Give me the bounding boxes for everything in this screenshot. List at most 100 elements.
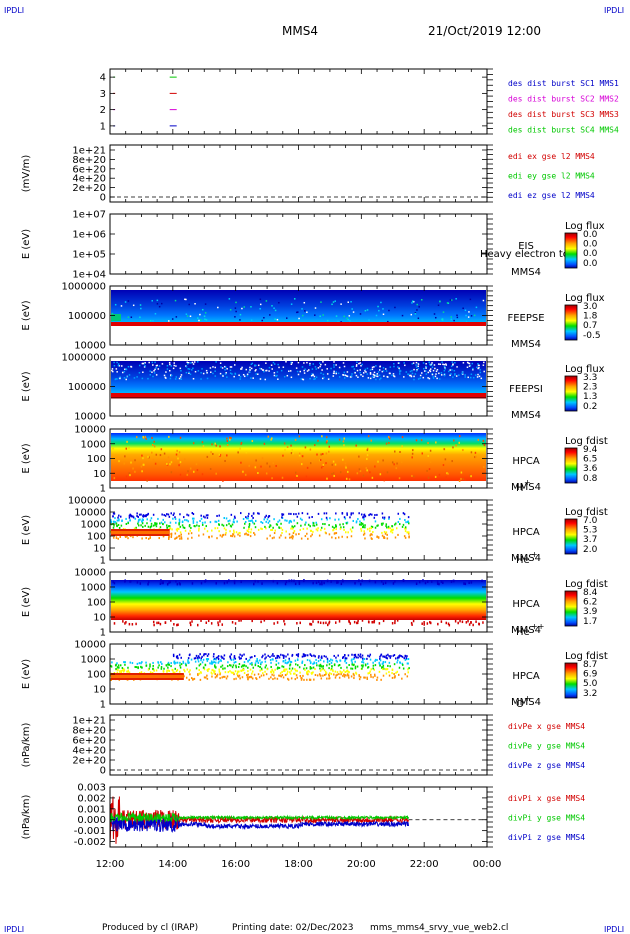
heatmap-speckle (248, 519, 250, 522)
heatmap-speckle (184, 458, 186, 461)
heatmap-speckle (178, 519, 181, 522)
heatmap-speckle (397, 533, 399, 536)
heatmap-speckle (402, 512, 405, 515)
heatmap-speckle (202, 515, 205, 518)
heatmap-speckle (417, 378, 420, 380)
heatmap-speckle (427, 377, 429, 379)
heatmap-speckle (226, 665, 229, 668)
heatmap-speckle (180, 537, 183, 540)
heatmap-speckle (130, 365, 132, 368)
heatmap-speckle (314, 377, 316, 380)
heatmap-speckle (288, 520, 291, 523)
heatmap-speckle (217, 306, 219, 309)
heatmap-speckle (381, 534, 384, 537)
colorbar-tick-label: 0.0 (583, 249, 598, 259)
colorbar-tick-label: 1.7 (583, 617, 597, 627)
heatmap-speckle (240, 669, 243, 672)
heatmap-speckle (222, 533, 225, 536)
heatmap-speckle (312, 662, 314, 665)
heatmap-speckle (351, 308, 353, 310)
heatmap-speckle (272, 653, 274, 656)
heatmap-speckle (206, 516, 209, 519)
heatmap-speckle (201, 441, 204, 444)
heatmap-speckle (142, 457, 144, 460)
heatmap-speckle (382, 313, 385, 316)
heatmap-speckle (378, 374, 381, 377)
heatmap-speckle (153, 623, 155, 627)
heatmap-speckle (295, 674, 298, 677)
heatmap-speckle (297, 311, 299, 313)
heatmap-speckle (385, 672, 388, 675)
heatmap-speckle (172, 653, 175, 656)
heatmap-speckle (328, 672, 331, 675)
heatmap-speckle (422, 362, 425, 364)
heatmap-speckle (295, 513, 297, 516)
heatmap-band (111, 433, 486, 481)
heatmap-speckle (362, 516, 364, 519)
heatmap-speckle (189, 315, 192, 318)
heatmap-speckle (145, 437, 147, 440)
heatmap-speckle (372, 373, 375, 376)
heatmap-speckle (410, 374, 412, 377)
heatmap-speckle (256, 659, 259, 662)
heatmap-speckle (247, 666, 249, 669)
heatmap-speckle (352, 519, 354, 522)
heatmap-speckle (388, 372, 391, 375)
heatmap-speckle (205, 369, 208, 372)
heatmap-speckle (284, 659, 287, 662)
heatmap-speckle (483, 361, 485, 364)
heatmap-speckle (179, 666, 182, 669)
heatmap-speckle (271, 477, 273, 480)
heatmap-speckle (381, 512, 384, 515)
heatmap-speckle (434, 367, 436, 370)
heatmap-speckle (380, 522, 383, 525)
heatmap-speckle (127, 669, 130, 672)
heatmap-speckle (142, 435, 144, 438)
heatmap-speckle (149, 665, 151, 668)
heatmap-speckle (238, 670, 240, 673)
heatmap-speckle (401, 525, 404, 528)
heatmap-speckle (380, 666, 383, 669)
heatmap-speckle (292, 526, 295, 529)
heatmap-speckle (427, 476, 430, 479)
heatmap-speckle (456, 314, 458, 317)
heatmap-speckle (325, 621, 327, 625)
heatmap-speckle (410, 313, 413, 316)
heatmap-speckle (284, 448, 286, 451)
heatmap-speckle (369, 670, 371, 673)
heatmap-speckle (276, 581, 279, 585)
heatmap-speckle (350, 301, 352, 303)
heatmap-speckle (398, 367, 400, 369)
heatmap-speckle (381, 523, 383, 526)
heatmap-speckle (362, 375, 364, 378)
heatmap-speckle (478, 622, 480, 626)
heatmap-speckle (153, 669, 155, 672)
heatmap-speckle (429, 621, 432, 625)
heatmap-speckle (249, 366, 251, 369)
heatmap-speckle (239, 313, 242, 316)
heatmap-speckle (154, 523, 156, 526)
heatmap-speckle (233, 673, 235, 676)
species-charge: ++ (531, 622, 544, 631)
heatmap-speckle (182, 526, 185, 529)
heatmap-speckle (247, 517, 249, 520)
heatmap-speckle (290, 363, 293, 366)
heatmap-speckle (436, 320, 438, 323)
heatmap-speckle (398, 362, 401, 364)
colorbar (564, 662, 578, 699)
heatmap-speckle (373, 673, 376, 676)
heatmap-speckle (183, 675, 185, 678)
heatmap-speckle (433, 364, 436, 366)
heatmap-speckle (283, 375, 286, 378)
heatmap-speckle (260, 620, 262, 624)
heatmap-speckle (458, 435, 461, 438)
heatmap-speckle (125, 368, 127, 370)
heatmap-speckle (322, 667, 324, 670)
heatmap-speckle (128, 472, 130, 475)
heatmap-speckle (225, 528, 227, 531)
heatmap-speckle (206, 654, 209, 657)
heatmap-speckle (314, 655, 316, 658)
heatmap-speckle (339, 659, 341, 662)
heatmap-speckle (260, 520, 262, 523)
